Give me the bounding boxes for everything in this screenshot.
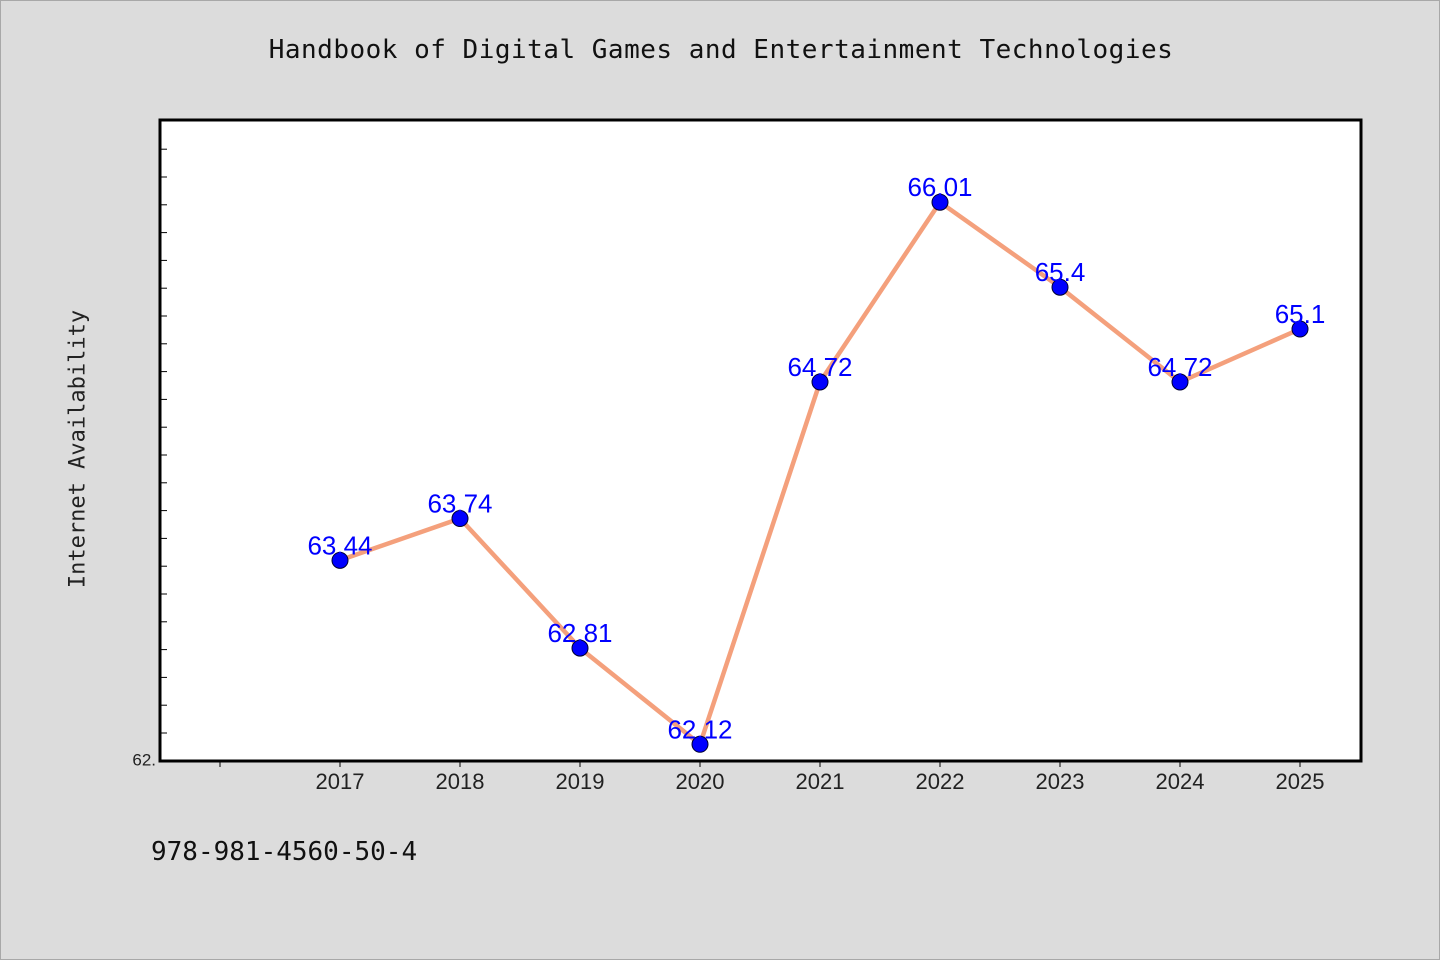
data-label: 62.12: [667, 714, 732, 744]
plot-border: [158, 118, 1363, 763]
x-tick-label: 2017: [316, 769, 365, 794]
data-point: [331, 551, 349, 569]
data-label: 64.72: [787, 352, 852, 382]
x-tick-label: 2024: [1156, 769, 1205, 794]
x-tick-label: 2019: [556, 769, 605, 794]
isbn-footer: 978-981-4560-50-4: [151, 837, 418, 867]
x-tick-label: 2022: [916, 769, 965, 794]
data-point: [451, 510, 469, 528]
y-tick-label: 62.: [132, 750, 156, 769]
x-tick-label: 2018: [436, 769, 485, 794]
data-point: [691, 735, 709, 753]
x-tick-label: 2023: [1036, 769, 1085, 794]
data-label: 64.72: [1147, 352, 1212, 382]
data-point: [1171, 373, 1189, 391]
x-tick-label: 2025: [1276, 769, 1325, 794]
data-label: 66.01: [907, 172, 972, 202]
x-tick-label: 2021: [796, 769, 845, 794]
data-label: 63.44: [307, 530, 372, 560]
data-point: [1291, 320, 1309, 338]
data-point: [811, 373, 829, 391]
x-tick-label: 2020: [676, 769, 725, 794]
data-point: [931, 193, 949, 211]
data-label: 63.74: [427, 489, 492, 519]
data-label: 65.1: [1275, 299, 1326, 329]
data-label: 65.4: [1035, 257, 1086, 287]
data-label: 62.81: [547, 618, 612, 648]
chart-title: Handbook of Digital Games and Entertainm…: [268, 35, 1174, 65]
plot-area: [160, 120, 1361, 761]
data-point: [1051, 278, 1069, 296]
data-point: [571, 639, 589, 657]
